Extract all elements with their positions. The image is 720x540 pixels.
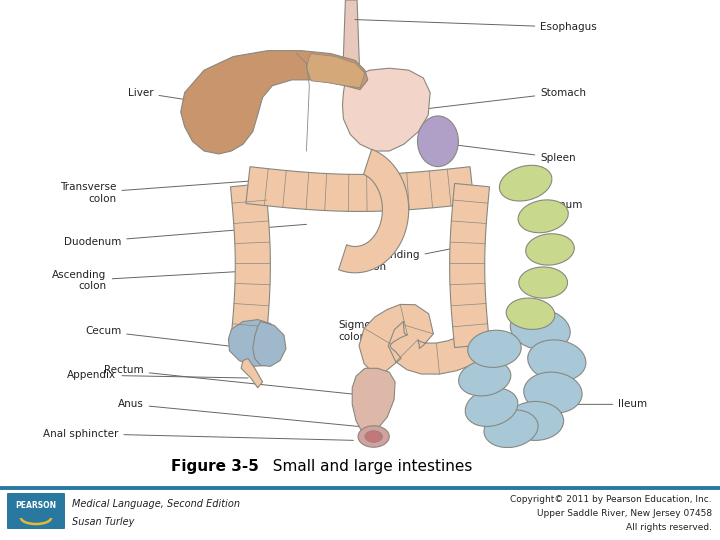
Polygon shape bbox=[228, 320, 284, 366]
Ellipse shape bbox=[510, 308, 570, 350]
Ellipse shape bbox=[500, 165, 552, 201]
Ellipse shape bbox=[358, 426, 390, 447]
Text: Susan Turley: Susan Turley bbox=[72, 517, 135, 527]
Polygon shape bbox=[450, 184, 490, 348]
Text: Figure 3-5: Figure 3-5 bbox=[171, 459, 259, 474]
Text: Anus: Anus bbox=[118, 400, 359, 427]
Text: Small and large intestines: Small and large intestines bbox=[263, 459, 472, 474]
Text: Anal sphincter: Anal sphincter bbox=[43, 429, 354, 440]
Text: Copyright© 2011 by Pearson Education, Inc.: Copyright© 2011 by Pearson Education, In… bbox=[510, 496, 712, 504]
Polygon shape bbox=[352, 368, 395, 434]
Text: Duodenum: Duodenum bbox=[64, 224, 307, 247]
Polygon shape bbox=[181, 51, 368, 154]
Text: Ileum: Ileum bbox=[556, 400, 647, 409]
Polygon shape bbox=[230, 184, 270, 348]
Ellipse shape bbox=[484, 410, 538, 448]
Polygon shape bbox=[343, 68, 430, 151]
Ellipse shape bbox=[526, 234, 575, 265]
Text: Stomach: Stomach bbox=[426, 87, 586, 109]
Ellipse shape bbox=[528, 340, 586, 381]
Ellipse shape bbox=[418, 116, 459, 167]
Text: Upper Saddle River, New Jersey 07458: Upper Saddle River, New Jersey 07458 bbox=[537, 510, 712, 518]
Ellipse shape bbox=[518, 200, 568, 233]
Polygon shape bbox=[246, 167, 474, 212]
Polygon shape bbox=[343, 0, 360, 83]
Polygon shape bbox=[241, 359, 263, 388]
Ellipse shape bbox=[365, 431, 382, 442]
Text: Appendix: Appendix bbox=[67, 370, 248, 380]
Ellipse shape bbox=[523, 372, 582, 413]
Text: Descending
colon: Descending colon bbox=[358, 246, 464, 272]
Text: Transverse
colon: Transverse colon bbox=[60, 180, 258, 204]
Text: Spleen: Spleen bbox=[452, 145, 576, 163]
Polygon shape bbox=[338, 149, 409, 273]
Ellipse shape bbox=[507, 401, 564, 441]
Ellipse shape bbox=[519, 267, 567, 298]
Polygon shape bbox=[359, 305, 481, 379]
Text: Esophagus: Esophagus bbox=[355, 19, 597, 32]
Ellipse shape bbox=[468, 330, 521, 367]
Polygon shape bbox=[253, 321, 286, 366]
Text: Cecum: Cecum bbox=[85, 326, 250, 348]
FancyBboxPatch shape bbox=[7, 493, 65, 529]
Text: PEARSON: PEARSON bbox=[15, 502, 57, 510]
Text: Medical Language, Second Edition: Medical Language, Second Edition bbox=[72, 499, 240, 509]
Text: Rectum: Rectum bbox=[104, 365, 355, 394]
Ellipse shape bbox=[459, 360, 510, 396]
Text: Ascending
colon: Ascending colon bbox=[53, 270, 248, 292]
Ellipse shape bbox=[465, 388, 518, 427]
Text: Liver: Liver bbox=[128, 87, 219, 105]
Text: Jejunum: Jejunum bbox=[534, 195, 582, 210]
Polygon shape bbox=[307, 53, 365, 87]
Ellipse shape bbox=[506, 298, 555, 329]
Text: All rights reserved.: All rights reserved. bbox=[626, 523, 712, 532]
Text: Sigmoid
colon: Sigmoid colon bbox=[338, 320, 411, 342]
